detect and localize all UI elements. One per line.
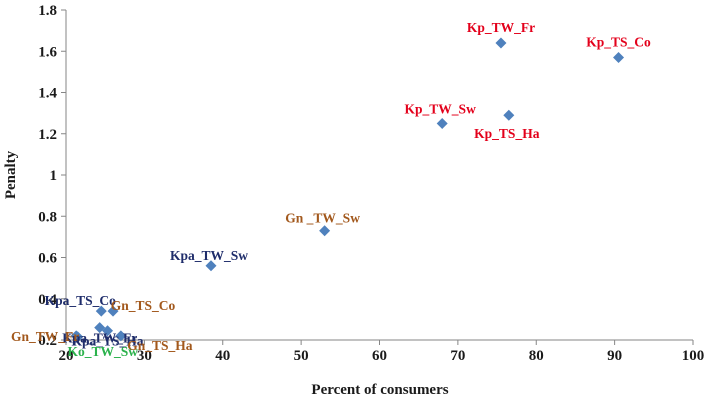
y-tick-label: 1.2 [38,127,57,143]
x-tick-label: 60 [372,348,387,364]
y-tick-label: 1.6 [38,44,57,60]
data-point-label: Kpa_TW_Sw [170,248,248,263]
data-point-marker [495,37,507,49]
data-point-marker [503,109,515,121]
axes [65,10,693,341]
data-point-label: Kp_TS_Co [586,34,651,49]
data-point-marker [613,51,625,63]
data-point-marker [436,117,448,129]
x-tick-label: 90 [607,348,622,364]
y-tick-label: 1 [50,168,58,184]
data-point-marker [95,305,107,317]
x-tick-label: 30 [137,348,152,364]
x-tick-label: 100 [682,348,705,364]
data-point-label: Kp_TW_Sw [405,101,477,116]
y-tick-label: 0.8 [38,209,57,225]
data-point-marker [319,225,331,237]
y-tick-label: 1.8 [38,3,57,19]
data-point-marker [102,325,114,337]
data-point-label: Kpa_TS_Ha [72,334,144,349]
y-tick-label: 0.2 [38,333,57,349]
x-tick-label: 80 [529,348,544,364]
x-tick-label: 50 [294,348,309,364]
x-tick-label: 20 [59,348,74,364]
data-point-label: Gn _TW_Sw [285,211,360,226]
x-axis-title: Percent of consumers [311,382,448,398]
y-axis-title: Penalty [3,150,19,199]
y-tick-label: 0.4 [38,292,57,308]
data-point-label: Kp_TW_Fr [467,20,535,35]
x-tick-label: 40 [215,348,230,364]
data-labels: Kp_TW_Fr Kp_TS_Co Kp_TS_Ha Kp_TW_Sw Gn _TW_S… [11,20,651,359]
x-tick-labels: 20 30 40 50 60 70 80 90 100 [59,340,705,364]
data-point-label: Gn_TS_Co [111,298,176,313]
data-point-label: Kp_TS_Ha [474,126,540,141]
data-point-label: Gn_TS_Ha [127,338,193,353]
data-point-label: Kpa_TW_Fr [62,331,137,346]
y-tick-labels: 0.2 0.4 0.6 0.8 1 1.2 1.4 1.6 1.8 [38,3,66,349]
data-point-label: Gn_TW_Fr [11,329,79,344]
data-point-label: Ko_TW_Sw [67,344,138,359]
y-tick-label: 0.6 [38,251,57,267]
x-tick-label: 70 [450,348,465,364]
data-point-marker [115,330,127,342]
data-point-marker [107,305,119,317]
data-markers [70,37,625,343]
data-point-marker [72,331,84,343]
data-point-label: Kpa_TS_Co [45,293,117,308]
data-point-marker [205,260,217,272]
y-tick-label: 1.4 [38,86,57,102]
